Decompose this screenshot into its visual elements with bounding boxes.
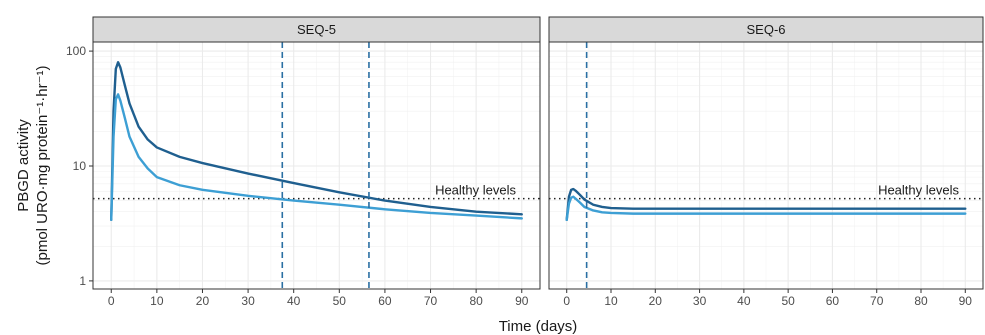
x-tick-label: 40 [737, 294, 751, 308]
facet-title: SEQ-6 [746, 22, 785, 37]
x-tick-label: 20 [196, 294, 210, 308]
y-tick-label: 1 [79, 274, 86, 288]
x-axis-title: Time (days) [499, 318, 578, 335]
x-tick-label: 70 [870, 294, 884, 308]
x-tick-label: 0 [563, 294, 570, 308]
x-tick-label: 20 [649, 294, 663, 308]
x-tick-label: 30 [693, 294, 707, 308]
x-tick-label: 90 [959, 294, 973, 308]
y-axis-units: (pmol URO·mg protein⁻¹·hr⁻¹) [34, 65, 51, 265]
x-tick-label: 40 [287, 294, 301, 308]
x-tick-label: 80 [914, 294, 928, 308]
x-tick-label: 60 [826, 294, 840, 308]
healthy-levels-label: Healthy levels [435, 183, 516, 198]
x-tick-label: 70 [424, 294, 438, 308]
series-line-light [110, 93, 523, 222]
x-tick-label: 0 [108, 294, 115, 308]
series-line-light [565, 195, 967, 222]
facet-title: SEQ-5 [297, 22, 336, 37]
x-tick-label: 10 [604, 294, 618, 308]
x-tick-label: 50 [333, 294, 347, 308]
x-tick-label: 10 [150, 294, 164, 308]
x-tick-label: 60 [378, 294, 392, 308]
series-line-dark [110, 61, 523, 222]
y-axis-title: PBGD activity [15, 119, 32, 212]
x-tick-label: 80 [469, 294, 483, 308]
series-line-dark [565, 187, 967, 222]
y-tick-label: 100 [66, 44, 86, 58]
healthy-levels-label: Healthy levels [878, 183, 959, 198]
facet-strip [548, 16, 984, 43]
x-tick-label: 30 [241, 294, 255, 308]
y-tick-label: 10 [73, 159, 87, 173]
x-tick-label: 50 [781, 294, 795, 308]
x-tick-label: 90 [515, 294, 529, 308]
facet-strip [92, 16, 541, 43]
